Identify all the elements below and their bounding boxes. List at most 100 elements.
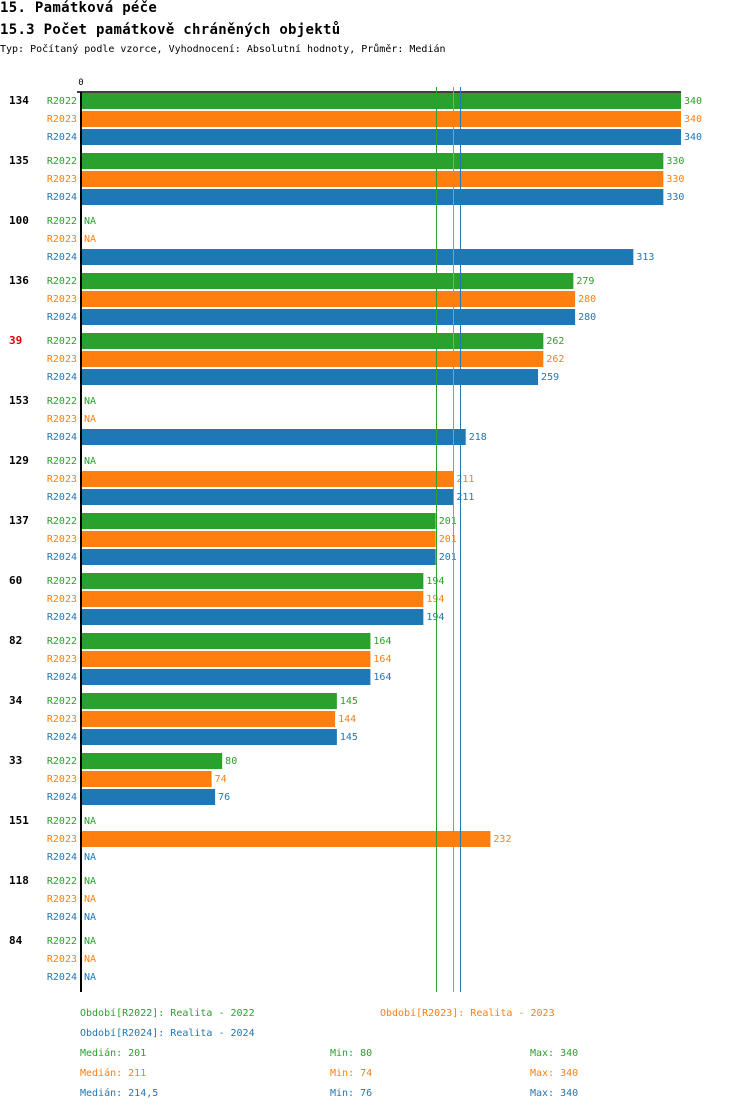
series-row-label: R2024 bbox=[47, 252, 77, 263]
series-row-label: R2023 bbox=[47, 654, 77, 665]
bar-r2024 bbox=[81, 669, 371, 685]
series-row-label: R2022 bbox=[47, 756, 77, 767]
series-row-label: R2024 bbox=[47, 312, 77, 323]
series-row-label: R2024 bbox=[47, 492, 77, 503]
na-label: NA bbox=[84, 396, 96, 407]
category-label: 33 bbox=[9, 754, 22, 767]
bar-value-label: 313 bbox=[636, 252, 654, 263]
bar-value-label: 330 bbox=[666, 156, 684, 167]
bar-r2023 bbox=[81, 471, 454, 487]
category-label: 84 bbox=[9, 934, 23, 947]
bar-value-label: 164 bbox=[373, 672, 391, 683]
stat-min-r2022: Min: 80 bbox=[330, 1048, 373, 1059]
series-row-label: R2024 bbox=[47, 372, 77, 383]
na-label: NA bbox=[84, 972, 96, 983]
legend-period-r2022: Období[R2022]: Realita - 2022 bbox=[80, 1008, 255, 1019]
category-label: 129 bbox=[9, 454, 29, 467]
bar-r2023 bbox=[81, 831, 491, 847]
bar-r2022 bbox=[81, 153, 664, 169]
bar-value-label: 218 bbox=[469, 432, 487, 443]
bar-value-label: 262 bbox=[546, 354, 564, 365]
na-label: NA bbox=[84, 954, 96, 965]
series-row-label: R2022 bbox=[47, 816, 77, 827]
bar-value-label: 164 bbox=[373, 636, 391, 647]
series-row-label: R2024 bbox=[47, 552, 77, 563]
na-label: NA bbox=[84, 876, 96, 887]
bar-r2022 bbox=[81, 633, 371, 649]
category-label: 60 bbox=[9, 574, 22, 587]
series-row-label: R2023 bbox=[47, 894, 77, 905]
bar-value-label: 201 bbox=[439, 516, 457, 527]
series-row-label: R2022 bbox=[47, 456, 77, 467]
series-row-label: R2022 bbox=[47, 156, 77, 167]
series-row-label: R2024 bbox=[47, 672, 77, 683]
bar-value-label: 144 bbox=[338, 714, 356, 725]
bar-value-label: 145 bbox=[340, 696, 358, 707]
series-row-label: R2024 bbox=[47, 852, 77, 863]
bar-value-label: 340 bbox=[684, 96, 702, 107]
series-row-label: R2024 bbox=[47, 792, 77, 803]
category-label: 39 bbox=[9, 334, 22, 347]
bar-value-label: 74 bbox=[215, 774, 227, 785]
chart-title: 15.3 Počet památkově chráněných objektů bbox=[0, 22, 341, 38]
na-label: NA bbox=[84, 894, 96, 905]
bar-value-label: 201 bbox=[439, 552, 457, 563]
bar-r2023 bbox=[81, 591, 424, 607]
series-row-label: R2022 bbox=[47, 636, 77, 647]
series-row-label: R2022 bbox=[47, 576, 77, 587]
category-label: 137 bbox=[9, 514, 29, 527]
bar-value-label: 232 bbox=[493, 834, 511, 845]
bar-value-label: 164 bbox=[373, 654, 391, 665]
bar-r2023 bbox=[81, 171, 664, 187]
na-label: NA bbox=[84, 852, 96, 863]
bar-r2022 bbox=[81, 93, 681, 109]
bar-r2024 bbox=[81, 429, 466, 445]
section-title: 15. Památková péče bbox=[0, 0, 158, 16]
stat-min-r2024: Min: 76 bbox=[330, 1088, 373, 1099]
stat-max-r2024: Max: 340 bbox=[530, 1088, 579, 1099]
bar-r2024 bbox=[81, 549, 436, 565]
bar-value-label: 279 bbox=[576, 276, 594, 287]
bar-r2024 bbox=[81, 189, 664, 205]
series-row-label: R2024 bbox=[47, 732, 77, 743]
stat-median-r2022: Medián: 201 bbox=[80, 1048, 147, 1059]
series-row-label: R2024 bbox=[47, 912, 77, 923]
series-row-label: R2023 bbox=[47, 714, 77, 725]
bar-chart: 0 134 R2022 340 R2023 340 R2024 340 135 R2022 330 R… bbox=[9, 78, 702, 992]
category-label: 153 bbox=[9, 394, 29, 407]
series-row-label: R2023 bbox=[47, 354, 77, 365]
bar-r2023 bbox=[81, 531, 436, 547]
category-label: 135 bbox=[9, 154, 29, 167]
series-row-label: R2023 bbox=[47, 954, 77, 965]
bar-r2024 bbox=[81, 489, 454, 505]
na-label: NA bbox=[84, 234, 96, 245]
bar-value-label: 262 bbox=[546, 336, 564, 347]
na-label: NA bbox=[84, 414, 96, 425]
legend-period-r2023: Období[R2023]: Realita - 2023 bbox=[380, 1008, 555, 1019]
bar-r2022 bbox=[81, 273, 574, 289]
bar-r2024 bbox=[81, 249, 634, 265]
series-row-label: R2023 bbox=[47, 234, 77, 245]
category-label: 34 bbox=[9, 694, 23, 707]
series-row-label: R2023 bbox=[47, 174, 77, 185]
category-label: 136 bbox=[9, 274, 29, 287]
bar-value-label: 145 bbox=[340, 732, 358, 743]
series-row-label: R2023 bbox=[47, 114, 77, 125]
bar-r2023 bbox=[81, 651, 371, 667]
series-row-label: R2023 bbox=[47, 474, 77, 485]
bar-r2023 bbox=[81, 351, 544, 367]
bar-r2023 bbox=[81, 291, 576, 307]
series-row-label: R2024 bbox=[47, 972, 77, 983]
series-row-label: R2022 bbox=[47, 396, 77, 407]
series-row-label: R2023 bbox=[47, 834, 77, 845]
series-row-label: R2022 bbox=[47, 96, 77, 107]
chart-subtitle: Typ: Počítaný podle vzorce, Vyhodnocení:… bbox=[0, 44, 446, 55]
bar-r2024 bbox=[81, 789, 216, 805]
bar-r2024 bbox=[81, 729, 337, 745]
series-row-label: R2024 bbox=[47, 612, 77, 623]
series-row-label: R2024 bbox=[47, 432, 77, 443]
bar-value-label: 340 bbox=[684, 132, 702, 143]
bar-r2023 bbox=[81, 771, 212, 787]
series-row-label: R2022 bbox=[47, 696, 77, 707]
legend-period-r2024: Období[R2024]: Realita - 2024 bbox=[80, 1028, 255, 1039]
